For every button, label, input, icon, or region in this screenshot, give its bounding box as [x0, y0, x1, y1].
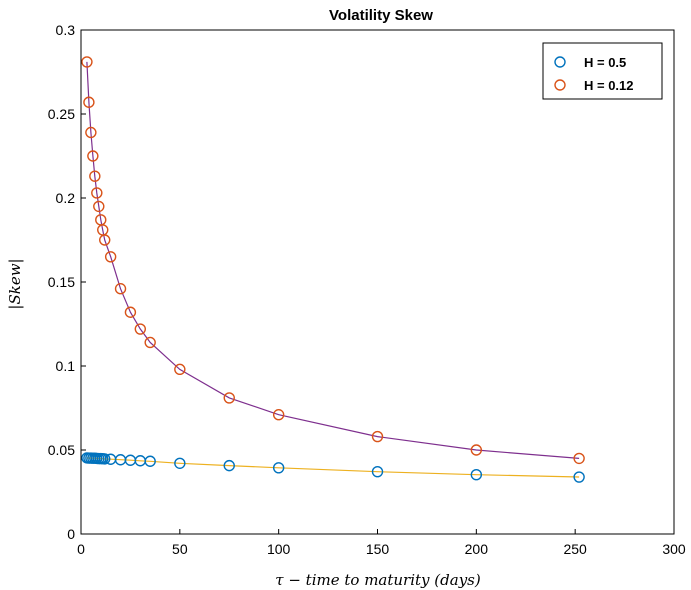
series-1-point: [134, 323, 147, 335]
series-0-point: [573, 471, 585, 483]
x-tick-label: 200: [465, 541, 489, 557]
chart-title: Volatility Skew: [329, 7, 433, 24]
series-1-point: [223, 392, 235, 404]
y-axis: 0 0.05 0.1 0.15 0.2 0.25 0.3: [48, 22, 86, 542]
series-0-point: [371, 465, 384, 478]
series-1-point: [104, 251, 117, 263]
y-tick-label: 0.25: [48, 106, 75, 122]
series-1-point: [573, 452, 585, 465]
series-1-point: [83, 96, 95, 108]
legend-label-h012: H = 0.12: [584, 78, 634, 93]
series-1-point: [470, 444, 483, 456]
series-1-point: [144, 336, 156, 349]
x-tick-label: 250: [563, 541, 587, 557]
y-tick-label: 0.15: [48, 274, 75, 290]
series-1-point: [174, 363, 186, 376]
series-1-point: [371, 430, 384, 443]
plot-frame: [80, 29, 675, 535]
y-tick-label: 0.2: [56, 190, 76, 206]
x-tick-label: 100: [267, 541, 291, 557]
y-tick-label: 0.05: [48, 442, 75, 458]
series-0-point: [144, 455, 156, 467]
x-tick-label: 50: [172, 541, 188, 557]
series-1-point: [99, 234, 111, 246]
legend-marker-h05: [554, 56, 566, 68]
series-0-fit-line: [86, 457, 580, 478]
series-1-point: [91, 187, 103, 199]
legend-marker-h012: [554, 79, 566, 91]
series-1-fit-line: [86, 61, 580, 459]
y-axis-label: |Skew|: [6, 258, 24, 309]
x-tick-label: 0: [77, 541, 85, 557]
series-0-point: [470, 468, 483, 481]
series-1-point: [114, 283, 127, 295]
series-1-point: [87, 150, 99, 162]
series-0-point: [174, 457, 186, 469]
series-1-point: [81, 56, 93, 68]
y-tick-label: 0.3: [56, 22, 76, 38]
series-1-point: [93, 200, 105, 213]
series-0-point: [272, 462, 285, 474]
series-0-point: [223, 459, 235, 472]
x-axis-label: τ − time to maturity (days): [275, 571, 481, 589]
x-axis: 0 50 100 150 200 250 300: [77, 529, 686, 557]
x-tick-label: 300: [662, 541, 686, 557]
x-tick-label: 150: [366, 541, 390, 557]
series-1-point: [124, 306, 137, 318]
series-0-point: [99, 453, 111, 465]
series-1-point: [85, 126, 97, 139]
series-1-point: [272, 409, 285, 421]
legend: H = 0.5 H = 0.12: [542, 42, 663, 100]
y-tick-label: 0: [67, 526, 75, 542]
series-markers: [81, 56, 585, 483]
y-tick-label: 0.1: [56, 358, 76, 374]
legend-label-h05: H = 0.5: [584, 55, 626, 70]
series-1-point: [89, 170, 101, 182]
series-lines: [86, 61, 580, 478]
